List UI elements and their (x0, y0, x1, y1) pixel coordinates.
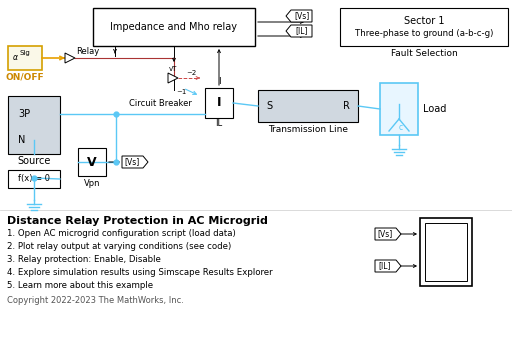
Bar (78, 148, 106, 176)
Text: 2. Plot relay output at varying conditions (see code): 2. Plot relay output at varying conditio… (7, 242, 231, 251)
Text: Sig: Sig (19, 50, 30, 56)
Bar (380, 83, 418, 135)
Text: [Vs]: [Vs] (294, 11, 310, 21)
Text: Copyright 2022-2023 The MathWorks, Inc.: Copyright 2022-2023 The MathWorks, Inc. (7, 296, 184, 305)
Bar (425, 223, 467, 281)
Polygon shape (286, 10, 312, 22)
Bar (93, 8, 255, 46)
Text: Load: Load (423, 104, 446, 114)
Text: Impedance and Mho relay: Impedance and Mho relay (111, 22, 238, 32)
Text: Fault Selection: Fault Selection (391, 48, 457, 57)
Text: Circuit Breaker: Circuit Breaker (129, 98, 191, 108)
Polygon shape (65, 53, 75, 63)
Text: I: I (218, 78, 220, 86)
Text: IL: IL (216, 120, 223, 129)
Polygon shape (122, 156, 148, 168)
Text: [IL]: [IL] (379, 262, 391, 270)
Text: N: N (18, 135, 26, 145)
Text: V: V (87, 155, 97, 169)
Text: R: R (343, 101, 350, 111)
Bar (258, 90, 358, 122)
Polygon shape (286, 25, 312, 37)
Text: f(x) = 0: f(x) = 0 (18, 175, 50, 183)
Text: Distance Relay Protection in AC Microgrid: Distance Relay Protection in AC Microgri… (7, 216, 268, 226)
Text: vT: vT (169, 66, 177, 72)
Text: Three-phase to ground (a-b-c-g): Three-phase to ground (a-b-c-g) (355, 29, 493, 39)
Text: ON/OFF: ON/OFF (6, 73, 45, 81)
Text: ~2: ~2 (186, 70, 196, 76)
Polygon shape (375, 228, 401, 240)
Text: [IL]: [IL] (296, 27, 308, 35)
Bar (420, 218, 472, 286)
Text: Source: Source (17, 156, 51, 166)
Text: S: S (266, 101, 272, 111)
Text: Relay: Relay (76, 46, 99, 56)
Bar (205, 88, 233, 118)
Bar (8, 170, 60, 188)
Text: 4. Explore simulation results using Simscape Results Explorer: 4. Explore simulation results using Sims… (7, 268, 272, 277)
Text: α: α (13, 52, 18, 62)
Text: [Vs]: [Vs] (124, 158, 140, 166)
Text: [Vs]: [Vs] (377, 229, 393, 239)
Bar (340, 8, 508, 46)
Text: I: I (217, 97, 221, 109)
Polygon shape (375, 260, 401, 272)
Text: 1. Open AC microgrid configuration script (load data): 1. Open AC microgrid configuration scrip… (7, 229, 236, 238)
Text: Vpn: Vpn (84, 178, 100, 188)
Text: Transmission Line: Transmission Line (268, 125, 348, 133)
Text: 3P: 3P (18, 109, 30, 119)
Text: ~1: ~1 (176, 89, 186, 95)
Text: c: c (399, 122, 403, 131)
Bar (8, 96, 60, 154)
Text: 3. Relay protection: Enable, Disable: 3. Relay protection: Enable, Disable (7, 255, 161, 264)
Text: Sector 1: Sector 1 (404, 16, 444, 26)
Polygon shape (168, 73, 178, 83)
Text: 5. Learn more about this example: 5. Learn more about this example (7, 281, 153, 290)
Bar (8, 46, 42, 70)
